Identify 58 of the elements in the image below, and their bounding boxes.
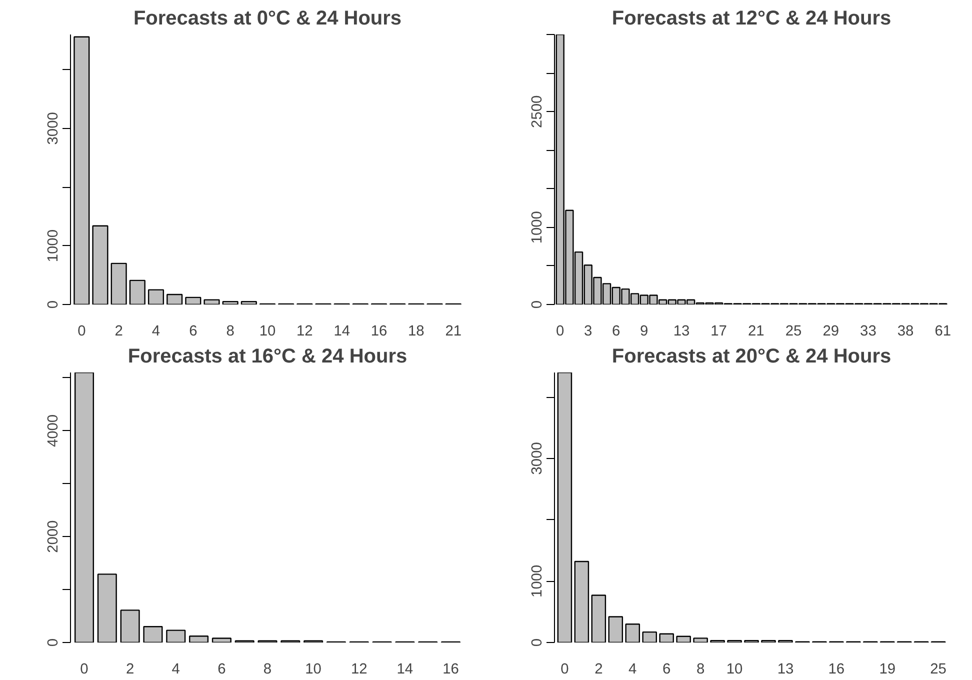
x-tick-label: 0	[78, 324, 86, 340]
chart-title: Forecasts at 16°C & 24 Hours	[128, 346, 408, 368]
x-tick-label: 21	[445, 324, 462, 340]
x-tick-label: 61	[934, 324, 952, 340]
x-tick-label: 4	[628, 662, 637, 678]
x-tick-label: 16	[370, 324, 388, 340]
x-tick-label: 10	[305, 662, 322, 678]
x-tick-label: 25	[785, 324, 802, 340]
x-tick-label: 25	[930, 662, 946, 678]
x-tick-label: 2	[594, 662, 603, 678]
x-tick-label: 12	[350, 662, 368, 678]
x-tick-label: 3	[584, 324, 592, 340]
x-tick-label: 0	[556, 324, 564, 340]
x-tick-label: 8	[263, 662, 272, 678]
x-tick-label: 4	[152, 324, 160, 340]
x-tick-label: 0	[80, 662, 88, 678]
x-tick-label: 6	[612, 324, 620, 340]
x-tick-label: 13	[673, 324, 690, 340]
x-tick-label: 12	[296, 324, 313, 340]
x-tick-label: 6	[189, 324, 198, 340]
y-tick-label: 2500	[530, 95, 546, 128]
x-tick-label: 18	[408, 324, 424, 340]
x-tick-label: 19	[879, 662, 896, 678]
y-tick-label: 2000	[46, 520, 62, 553]
y-tick-label: 0	[46, 300, 62, 309]
y-tick-label: 0	[530, 300, 546, 309]
x-tick-label: 29	[822, 324, 840, 340]
x-tick-label: 16	[828, 662, 845, 678]
x-tick-label: 6	[218, 662, 226, 678]
y-tick-label: 4000	[46, 414, 62, 448]
chart-title: Forecasts at 12°C & 24 Hours	[612, 8, 892, 30]
x-tick-label: 17	[710, 324, 727, 340]
x-tick-label: 16	[442, 662, 459, 678]
x-tick-label: 2	[114, 324, 123, 340]
x-tick-label: 9	[640, 324, 648, 340]
x-tick-label: 21	[748, 324, 764, 340]
x-tick-label: 0	[560, 662, 569, 678]
y-tick-label: 3000	[530, 442, 546, 475]
x-tick-label: 33	[860, 324, 876, 340]
x-tick-label: 8	[696, 662, 705, 678]
x-tick-label: 6	[662, 662, 671, 678]
x-tick-label: 14	[334, 324, 350, 340]
y-tick-label: 1000	[530, 211, 546, 244]
y-tick-label: 1000	[46, 229, 62, 262]
x-tick-label: 8	[226, 324, 234, 340]
x-tick-label: 10	[726, 662, 743, 678]
y-tick-label: 0	[46, 638, 62, 647]
x-tick-label: 38	[897, 324, 914, 340]
x-tick-label: 2	[126, 662, 134, 678]
x-tick-label: 14	[396, 662, 414, 678]
y-tick-label: 0	[530, 638, 546, 647]
x-tick-label: 4	[172, 662, 180, 678]
chart-title: Forecasts at 20°C & 24 Hours	[612, 346, 892, 368]
y-tick-label: 1000	[530, 564, 546, 598]
x-tick-label: 10	[259, 324, 276, 340]
y-tick-label: 3000	[46, 112, 62, 145]
chart-title: Forecasts at 0°C & 24 Hours	[133, 8, 402, 30]
x-tick-label: 13	[777, 662, 794, 678]
